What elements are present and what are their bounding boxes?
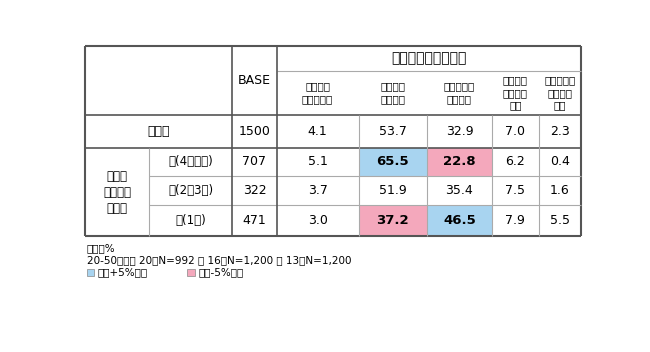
Text: 3.7: 3.7 bbox=[307, 184, 328, 197]
Text: 53.7: 53.7 bbox=[379, 125, 407, 138]
Text: 0.4: 0.4 bbox=[550, 156, 570, 169]
Text: 単位：%: 単位：% bbox=[86, 243, 115, 253]
Text: 707: 707 bbox=[242, 156, 266, 169]
Bar bbox=[85, 46, 581, 236]
Text: 高(4個以上): 高(4個以上) bbox=[168, 156, 213, 169]
Text: 非常に満
足している: 非常に満 足している bbox=[302, 81, 333, 104]
Text: BASE: BASE bbox=[238, 74, 271, 87]
Bar bbox=[359, 148, 427, 176]
Text: 5.1: 5.1 bbox=[307, 156, 328, 169]
Text: あまり満
足してい
ない: あまり満 足してい ない bbox=[502, 75, 528, 110]
Text: 46.5: 46.5 bbox=[443, 214, 476, 227]
Text: 65.5: 65.5 bbox=[376, 156, 409, 169]
Bar bbox=[427, 148, 492, 176]
Text: 51.9: 51.9 bbox=[379, 184, 407, 197]
Text: まあ満足
している: まあ満足 している bbox=[380, 81, 406, 104]
Text: 低(1個): 低(1個) bbox=[176, 214, 206, 227]
Text: 全体+5%以上: 全体+5%以上 bbox=[98, 268, 148, 277]
Text: 中(2〜3個): 中(2〜3個) bbox=[168, 184, 213, 197]
Bar bbox=[427, 206, 492, 236]
Text: まったく満
足してい
ない: まったく満 足してい ない bbox=[544, 75, 575, 110]
Text: 4.1: 4.1 bbox=[307, 125, 328, 138]
Text: 1500: 1500 bbox=[239, 125, 270, 138]
Text: 1.6: 1.6 bbox=[550, 184, 569, 197]
Text: 2.3: 2.3 bbox=[550, 125, 569, 138]
Text: 35.4: 35.4 bbox=[446, 184, 473, 197]
Text: 20-50代計： 20年N=992 ／ 16年N=1,200 ／ 13年N=1,200: 20-50代計： 20年N=992 ／ 16年N=1,200 ／ 13年N=1,… bbox=[86, 255, 351, 265]
Text: 7.5: 7.5 bbox=[505, 184, 525, 197]
Text: 3.0: 3.0 bbox=[307, 214, 328, 227]
Text: どちらとも
いえない: どちらとも いえない bbox=[444, 81, 475, 104]
Text: 食生活の総合満足度: 食生活の総合満足度 bbox=[391, 51, 467, 65]
Text: 5.5: 5.5 bbox=[550, 214, 570, 227]
Text: 471: 471 bbox=[242, 214, 266, 227]
Text: 37.2: 37.2 bbox=[376, 214, 409, 227]
Text: 全体-5%以下: 全体-5%以下 bbox=[198, 268, 244, 277]
Text: 7.9: 7.9 bbox=[505, 214, 525, 227]
Bar bbox=[359, 206, 427, 236]
Text: 32.9: 32.9 bbox=[446, 125, 473, 138]
Text: 322: 322 bbox=[242, 184, 266, 197]
Text: できる
調理方法
選択数: できる 調理方法 選択数 bbox=[103, 170, 131, 214]
Text: 7.0: 7.0 bbox=[505, 125, 525, 138]
Text: 6.2: 6.2 bbox=[506, 156, 525, 169]
Text: 全　体: 全 体 bbox=[148, 125, 170, 138]
Bar bbox=[86, 269, 94, 276]
Bar bbox=[187, 269, 195, 276]
Text: 22.8: 22.8 bbox=[443, 156, 476, 169]
